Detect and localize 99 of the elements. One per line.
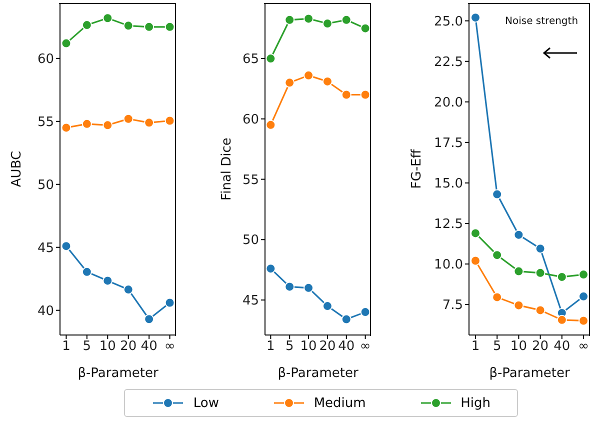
point xyxy=(284,282,295,292)
point xyxy=(304,70,314,80)
x-tick-label: 10 xyxy=(510,339,527,354)
legend-label: Medium xyxy=(314,396,366,410)
point xyxy=(535,305,546,316)
y-tick-label: 10.0 xyxy=(434,258,463,273)
x-tick-label: 5 xyxy=(82,339,92,354)
point xyxy=(556,314,567,325)
point xyxy=(360,23,370,34)
legend-label: High xyxy=(460,396,491,410)
point xyxy=(123,20,134,31)
y-tick-label: 25.0 xyxy=(434,14,463,30)
x-tick-label: 20 xyxy=(532,339,549,354)
point xyxy=(360,90,370,100)
point xyxy=(102,276,113,286)
y-tick-label: 65 xyxy=(242,52,259,68)
y-tick-label: 60 xyxy=(242,112,259,128)
point xyxy=(492,250,502,260)
point xyxy=(341,14,352,25)
point xyxy=(123,114,134,124)
x-tick-label: ∞ xyxy=(164,339,176,354)
y-tick-label: 40 xyxy=(37,304,54,319)
point xyxy=(341,314,352,324)
point xyxy=(470,256,480,266)
point xyxy=(144,314,154,324)
point xyxy=(61,241,72,252)
point xyxy=(360,307,370,318)
x-tick-label: 5 xyxy=(285,339,294,354)
point xyxy=(535,268,546,278)
point xyxy=(164,22,175,32)
y-axis-title: Final Dice xyxy=(220,138,234,200)
point xyxy=(164,116,175,126)
x-axis-title: β-Parameter xyxy=(78,366,159,381)
point xyxy=(304,14,314,24)
point xyxy=(102,13,113,24)
point xyxy=(514,266,524,276)
x-tick-label: 40 xyxy=(140,339,158,354)
y-tick-label: 15.0 xyxy=(434,176,463,192)
point xyxy=(556,272,567,282)
point xyxy=(164,298,175,308)
point xyxy=(322,18,332,29)
point xyxy=(144,22,154,32)
legend-label: Low xyxy=(193,396,220,410)
point xyxy=(492,292,502,302)
point xyxy=(82,118,92,129)
x-tick-label: 10 xyxy=(300,339,317,354)
point xyxy=(123,284,134,295)
point xyxy=(284,78,295,88)
point xyxy=(578,270,589,280)
y-tick-label: 50 xyxy=(242,233,259,248)
y-tick-label: 12.5 xyxy=(434,217,463,232)
point xyxy=(578,316,589,326)
point xyxy=(61,38,72,48)
y-tick-label: 7.5 xyxy=(442,298,463,314)
point xyxy=(470,12,480,23)
point xyxy=(492,189,502,200)
point xyxy=(102,120,113,130)
x-tick-label: ∞ xyxy=(578,339,589,354)
y-tick-label: 45 xyxy=(37,240,54,256)
x-tick-label: 40 xyxy=(338,339,355,354)
y-tick-label: 60 xyxy=(37,52,54,68)
x-tick-label: 20 xyxy=(319,339,336,354)
point xyxy=(341,90,352,100)
point xyxy=(82,266,92,277)
x-tick-label: 1 xyxy=(471,339,480,354)
x-axis-title: β-Parameter xyxy=(278,366,359,381)
point xyxy=(266,54,276,64)
point xyxy=(266,264,276,274)
y-axis-title: FG-Eff xyxy=(410,148,424,189)
x-tick-label: 1 xyxy=(266,339,275,354)
y-tick-label: 20.0 xyxy=(434,96,463,110)
y-axis-title: AUBC xyxy=(10,150,24,188)
x-axis-title: β-Parameter xyxy=(489,366,570,381)
point xyxy=(535,244,546,254)
point xyxy=(82,20,92,30)
x-tick-label: ∞ xyxy=(360,339,371,354)
point xyxy=(144,118,154,128)
y-tick-label: 50 xyxy=(37,178,54,193)
x-tick-label: 20 xyxy=(120,339,137,354)
x-tick-label: 40 xyxy=(554,339,570,354)
point xyxy=(61,122,72,133)
y-tick-label: 17.5 xyxy=(434,136,463,152)
x-tick-label: 5 xyxy=(492,339,502,354)
x-tick-label: 1 xyxy=(62,339,70,354)
y-tick-label: 55 xyxy=(242,172,259,188)
annotation: Noise strength xyxy=(505,16,578,27)
point xyxy=(266,120,276,130)
y-tick-label: 22.5 xyxy=(434,54,463,70)
point xyxy=(470,228,480,238)
point xyxy=(322,76,332,86)
point xyxy=(284,14,295,25)
point xyxy=(578,291,589,302)
y-tick-label: 55 xyxy=(37,115,54,130)
x-tick-label: 10 xyxy=(99,339,116,354)
point xyxy=(304,282,314,293)
y-tick-label: 45 xyxy=(242,294,259,309)
point xyxy=(514,300,524,310)
point xyxy=(322,301,332,312)
point xyxy=(514,230,524,240)
